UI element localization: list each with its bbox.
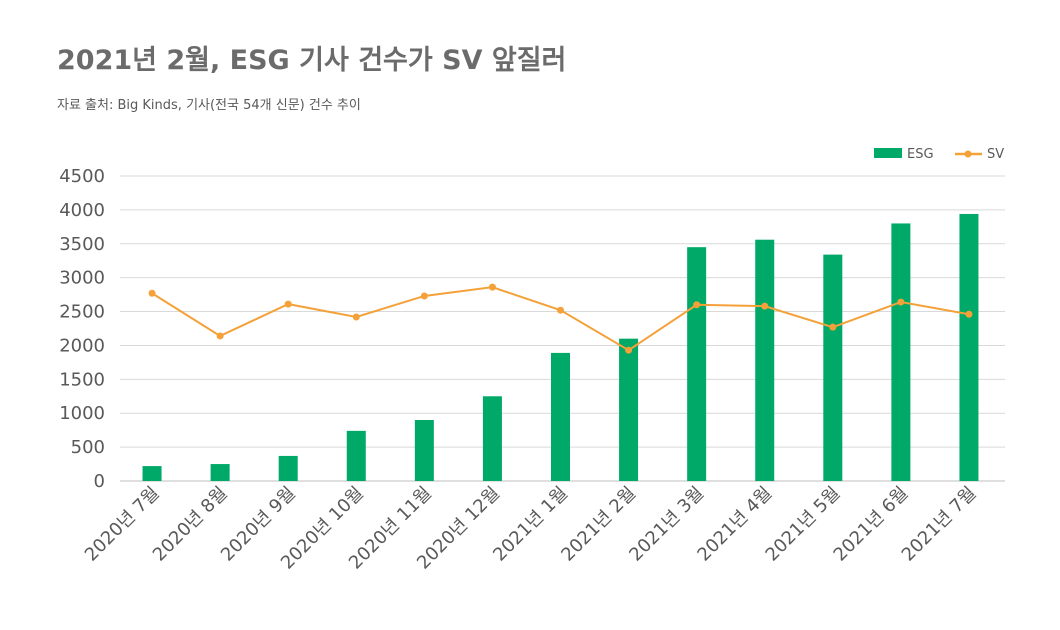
- y-tick-label: 0: [94, 471, 105, 492]
- bar-esg: [346, 430, 366, 481]
- bar-esg: [687, 247, 707, 481]
- point-sv: [897, 298, 905, 306]
- y-tick-label: 1000: [59, 403, 105, 424]
- bar-esg: [959, 213, 979, 481]
- bar-esg: [278, 455, 298, 481]
- y-tick-label: 4500: [59, 166, 105, 187]
- point-sv: [693, 301, 701, 309]
- bar-esg: [891, 223, 911, 481]
- point-sv: [829, 323, 837, 331]
- y-tick-label: 3500: [59, 234, 105, 255]
- y-tick-label: 1500: [59, 369, 105, 390]
- legend-sv-label: SV: [987, 147, 1004, 162]
- y-tick-label: 3000: [59, 268, 105, 289]
- bar-esg: [142, 466, 162, 481]
- point-sv: [420, 292, 428, 300]
- y-tick-label: 500: [71, 437, 105, 458]
- point-sv: [216, 332, 224, 340]
- legend: ESG SV: [874, 147, 1004, 162]
- y-tick-label: 4000: [59, 200, 105, 221]
- point-sv: [488, 283, 496, 291]
- legend-esg-swatch: [874, 148, 902, 158]
- point-sv: [557, 306, 564, 314]
- x-tick-label: 2021년 7월: [898, 483, 981, 566]
- y-tick-label: 2500: [59, 302, 105, 323]
- bar-esg: [210, 464, 230, 481]
- bar-esg: [755, 239, 775, 481]
- bar-esg: [619, 338, 639, 481]
- legend-sv-marker: [964, 150, 972, 158]
- bar-esg: [414, 420, 434, 481]
- point-sv: [965, 310, 973, 318]
- legend-esg-label: ESG: [907, 147, 934, 162]
- bar-esg: [551, 352, 570, 481]
- line-sv: [151, 286, 970, 352]
- point-sv: [761, 302, 769, 310]
- point-sv: [625, 346, 633, 354]
- point-sv: [352, 313, 360, 321]
- bar-esg: [823, 254, 843, 481]
- chart-subtitle: 자료 출처: Big Kinds, 기사(전국 54개 신문) 건수 추이: [57, 98, 361, 113]
- bar-esg: [482, 396, 502, 481]
- chart-title: 2021년 2월, ESG 기사 건수가 SV 앞질러: [57, 45, 567, 76]
- point-sv: [284, 300, 292, 308]
- y-tick-label: 2000: [59, 335, 105, 356]
- point-sv: [148, 289, 156, 297]
